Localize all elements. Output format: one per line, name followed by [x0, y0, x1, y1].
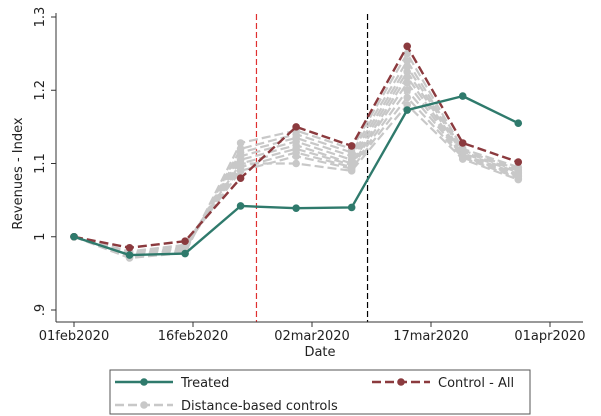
control-all-point [292, 123, 300, 131]
treated-line [73, 94, 519, 257]
y-tick-label: .9 [33, 304, 48, 316]
x-tick-label: 01apr2020 [514, 329, 585, 344]
control-all-point [403, 42, 412, 51]
distance-based-controls-line [73, 81, 519, 255]
treated-point [292, 204, 300, 212]
plot-area [70, 14, 523, 322]
distance-based-controls-line [73, 65, 519, 257]
treated-point [403, 106, 412, 114]
legend-control-all-marker [397, 378, 405, 386]
distance-based-controls-point [403, 57, 412, 65]
x-tick-label: 16feb2020 [158, 329, 228, 344]
distance-based-controls-point [292, 159, 300, 168]
legend-distance-based-controls-label: Distance-based controls [181, 399, 338, 414]
control-all-point [347, 142, 356, 150]
treated-point [458, 92, 467, 100]
distance-based-controls-point [458, 155, 467, 163]
treated-point [514, 119, 523, 128]
distance-based-controls-point [236, 159, 245, 168]
distance-based-controls-line [73, 52, 519, 260]
x-tick-label: 02mar2020 [274, 329, 350, 344]
distance-based-controls-line [73, 96, 519, 254]
distance-based-controls-point [347, 167, 356, 175]
treated-point [125, 251, 134, 259]
y-tick-label: 1 [33, 233, 48, 241]
distance-based-controls-point [236, 139, 245, 147]
distance-based-controls-point [403, 93, 412, 102]
control-all-point [514, 158, 523, 166]
distance-based-controls-line [73, 89, 519, 254]
control-all-point [236, 174, 245, 182]
x-tick-label: 17mar2020 [393, 329, 469, 344]
x-tick-label: 01feb2020 [39, 329, 109, 344]
distance-based-controls-point [403, 79, 412, 87]
y-tick-label: 1.1 [33, 153, 48, 174]
treated-point [347, 203, 356, 212]
treated-point [236, 202, 245, 210]
y-tick-label: 1.3 [33, 7, 48, 28]
treated-point [181, 249, 189, 258]
legend-box [109, 369, 531, 415]
legend-control-all-label: Control - All [438, 376, 514, 391]
distance-based-controls-point [514, 175, 523, 184]
distance-based-controls-point [403, 86, 412, 95]
control-all-point [181, 237, 189, 245]
treated-point [70, 232, 78, 241]
x-axis-title: Date [304, 345, 335, 360]
axes: .9 1 1.1 1.2 1.3 01feb2020 16feb2020 02mar2020 1… [33, 7, 586, 344]
control-all-point [458, 139, 467, 147]
y-tick-label: 1.2 [33, 80, 48, 101]
legend: Treated Control - All Distance-based contr… [109, 369, 531, 415]
legend-distance-based-controls-marker [140, 401, 148, 409]
distance-based-controls-point [292, 152, 300, 160]
distance-based-controls-point [403, 73, 412, 81]
y-axis-title: Revenues - Index [11, 117, 26, 229]
control-all-point [125, 243, 134, 252]
legend-treated-label: Treated [180, 376, 229, 391]
legend-treated-marker [140, 378, 148, 386]
distance-based-controls-point [236, 167, 245, 175]
